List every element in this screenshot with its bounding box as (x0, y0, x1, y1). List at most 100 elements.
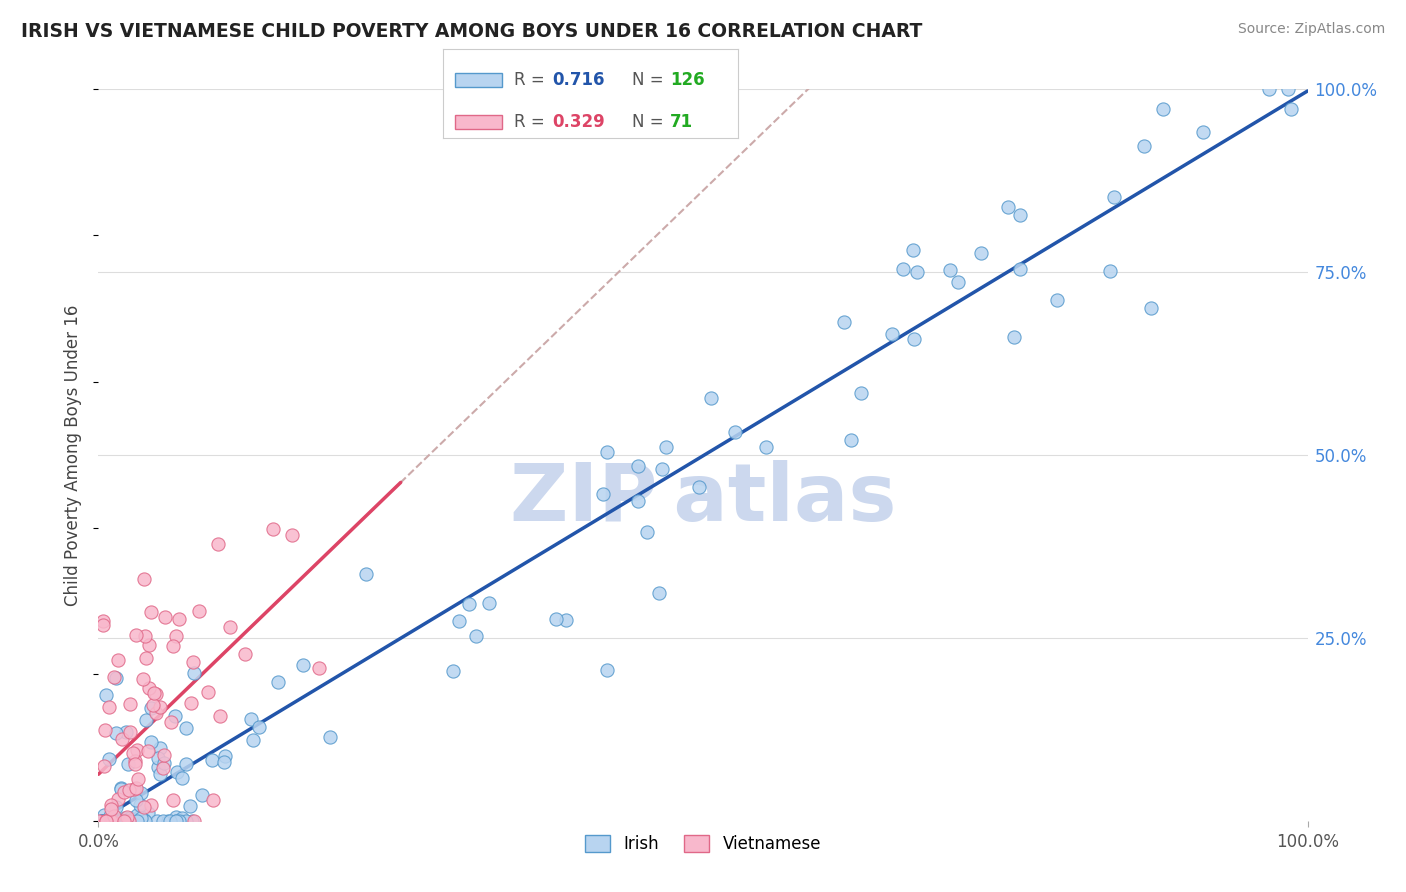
Point (167, 814, 190, 828)
Point (105, 725, 128, 739)
Point (208, 709, 231, 723)
Point (91, 618, 114, 632)
Point (131, 673, 153, 687)
Point (162, 639, 184, 653)
Point (1002, 329, 1025, 343)
Text: 0.716: 0.716 (553, 71, 605, 89)
Point (89, 814, 111, 828)
Point (93, 759, 115, 773)
Point (153, 610, 176, 624)
Point (115, 814, 138, 828)
Point (110, 780, 132, 795)
Text: Source: ZipAtlas.com: Source: ZipAtlas.com (1237, 22, 1385, 37)
Point (165, 629, 187, 643)
Point (118, 725, 141, 739)
Point (464, 629, 486, 643)
Point (115, 814, 138, 828)
Point (242, 732, 264, 747)
Point (100, 798, 122, 813)
Point (149, 767, 172, 781)
Point (125, 793, 148, 807)
Point (159, 714, 181, 729)
Point (153, 748, 176, 763)
Point (1140, 301, 1163, 315)
Point (905, 265, 928, 279)
Point (197, 684, 219, 698)
Point (174, 721, 197, 735)
Legend: Irish, Vietnamese: Irish, Vietnamese (578, 829, 828, 860)
Point (163, 708, 186, 723)
Point (939, 262, 962, 277)
Point (91, 814, 114, 828)
Point (107, 792, 129, 806)
Point (139, 798, 162, 813)
Text: 0.329: 0.329 (553, 113, 605, 131)
Point (142, 686, 165, 700)
Point (1010, 208, 1032, 222)
Point (125, 780, 148, 795)
Point (127, 807, 149, 822)
Point (110, 814, 132, 828)
Point (101, 814, 124, 828)
Point (159, 814, 181, 828)
Point (179, 798, 201, 813)
Point (128, 809, 150, 823)
Point (105, 800, 128, 814)
Point (1277, 82, 1299, 96)
Point (96, 688, 118, 702)
Point (319, 730, 342, 744)
Point (141, 700, 163, 714)
Point (1102, 190, 1125, 204)
Point (97, 700, 120, 714)
Point (449, 614, 471, 628)
Point (90, 814, 112, 828)
Point (125, 814, 148, 828)
Point (172, 771, 194, 785)
Point (118, 811, 141, 825)
Point (110, 814, 132, 828)
Point (180, 696, 202, 710)
Point (183, 666, 205, 681)
Point (181, 655, 204, 669)
Point (138, 638, 160, 652)
Point (1192, 125, 1215, 139)
Text: R =: R = (513, 113, 550, 131)
Point (100, 814, 122, 828)
Point (134, 629, 156, 643)
Point (724, 425, 747, 439)
Point (1279, 102, 1302, 116)
Point (308, 660, 330, 674)
Point (145, 687, 167, 701)
Point (262, 522, 284, 536)
Point (122, 814, 145, 828)
Point (129, 786, 152, 800)
Text: 126: 126 (671, 71, 704, 89)
Point (111, 732, 134, 747)
Point (700, 392, 723, 406)
Point (134, 800, 156, 814)
Point (100, 814, 122, 828)
Point (219, 620, 242, 634)
Point (114, 811, 136, 825)
Point (120, 813, 142, 827)
Point (139, 735, 162, 749)
Point (180, 814, 202, 828)
Point (107, 653, 129, 667)
Point (94, 723, 117, 738)
Point (148, 699, 170, 714)
Point (170, 811, 193, 825)
Point (648, 585, 671, 599)
Point (946, 276, 969, 290)
Point (1046, 293, 1069, 307)
Point (122, 781, 145, 796)
Point (122, 814, 145, 828)
Point (115, 809, 138, 823)
Point (145, 706, 167, 720)
Point (849, 386, 872, 401)
Point (478, 596, 501, 610)
Point (132, 814, 155, 828)
Point (127, 772, 149, 786)
Point (157, 814, 180, 828)
Point (291, 658, 314, 673)
Point (165, 814, 187, 828)
